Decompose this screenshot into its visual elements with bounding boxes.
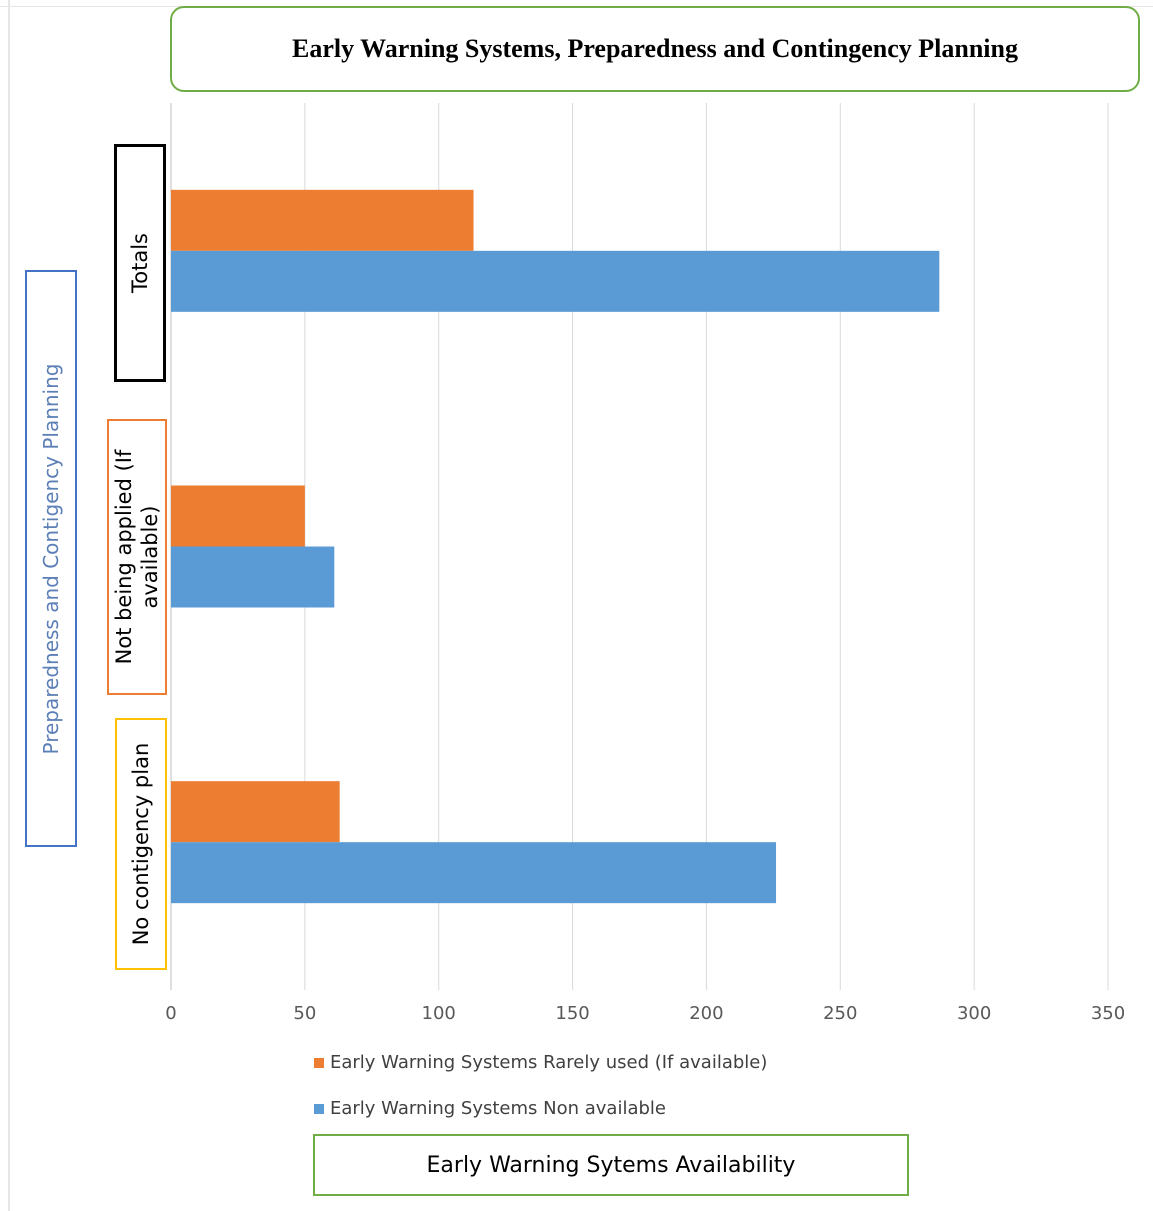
y-axis-label-box: Preparedness and Contigency Planning xyxy=(25,270,77,847)
x-tick-label-350: 350 xyxy=(1091,1003,1125,1024)
legend-label-rarely-used: Early Warning Systems Rarely used (If av… xyxy=(330,1052,768,1073)
bar-0-series-0 xyxy=(171,781,340,843)
legend-item-non-available: Early Warning Systems Non available xyxy=(314,1098,666,1119)
category-box-not-applied: Not being applied (If available) xyxy=(107,419,167,695)
bar-0-series-1 xyxy=(171,842,777,904)
bar-1-series-1 xyxy=(171,546,335,608)
bar-2-series-0 xyxy=(171,189,474,251)
x-axis-label: Early Warning Sytems Availability xyxy=(426,1152,796,1178)
x-tick-label-50: 50 xyxy=(293,1003,316,1024)
legend-item-rarely-used: Early Warning Systems Rarely used (If av… xyxy=(314,1052,767,1073)
legend-swatch-rarely-used xyxy=(314,1057,324,1068)
category-box-totals: Totals xyxy=(114,144,166,382)
x-tick-label-0: 0 xyxy=(165,1003,176,1024)
x-tick-label-200: 200 xyxy=(689,1003,723,1024)
frame-left-rule xyxy=(8,0,10,1211)
x-tick-label-250: 250 xyxy=(823,1003,857,1024)
x-tick-label-300: 300 xyxy=(957,1003,991,1024)
bar-2-series-1 xyxy=(171,250,940,312)
chart-title: Early Warning Systems, Preparedness and … xyxy=(292,34,1018,63)
legend-label-non-available: Early Warning Systems Non available xyxy=(330,1098,666,1119)
x-tick-label-150: 150 xyxy=(555,1003,589,1024)
x-tick-label-100: 100 xyxy=(422,1003,456,1024)
legend-swatch-non-available xyxy=(314,1103,324,1114)
category-box-no-contingency: No contigency plan xyxy=(115,718,167,970)
chart-title-box: Early Warning Systems, Preparedness and … xyxy=(170,6,1140,92)
bar-1-series-0 xyxy=(171,485,305,547)
x-axis-label-box: Early Warning Sytems Availability xyxy=(313,1134,909,1196)
